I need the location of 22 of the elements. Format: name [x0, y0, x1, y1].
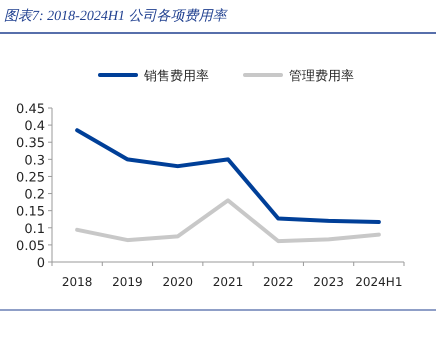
y-tick-label: 0.45 — [16, 102, 45, 117]
x-tick-label: 2021 — [212, 275, 244, 289]
y-tick-label: 0.35 — [16, 136, 45, 152]
y-tick-label: 0.1 — [24, 222, 45, 237]
y-tick-label: 0.2 — [24, 188, 45, 203]
y-tick-label: 0 — [36, 256, 45, 271]
x-tick-label: 2024H1 — [355, 275, 402, 289]
legend-label: 销售费用率 — [143, 68, 209, 84]
x-tick-label: 2020 — [162, 275, 193, 289]
y-tick-label: 0.25 — [16, 170, 45, 186]
y-tick-label: 0.15 — [16, 204, 45, 220]
y-tick-label: 0.3 — [24, 153, 45, 168]
chart-title: 图表7: 2018-2024H1 公司各项费用率 — [4, 8, 228, 24]
x-tick-label: 2023 — [313, 275, 344, 289]
y-tick-label: 0.05 — [16, 238, 45, 254]
line-series — [75, 128, 381, 224]
x-tick-label: 2022 — [263, 275, 294, 289]
legend-label: 管理费用率 — [289, 68, 354, 84]
y-tick-label: 0.4 — [24, 119, 45, 134]
line-series — [75, 198, 381, 244]
x-tick-label: 2019 — [112, 275, 143, 289]
x-tick-label: 2018 — [62, 275, 92, 289]
